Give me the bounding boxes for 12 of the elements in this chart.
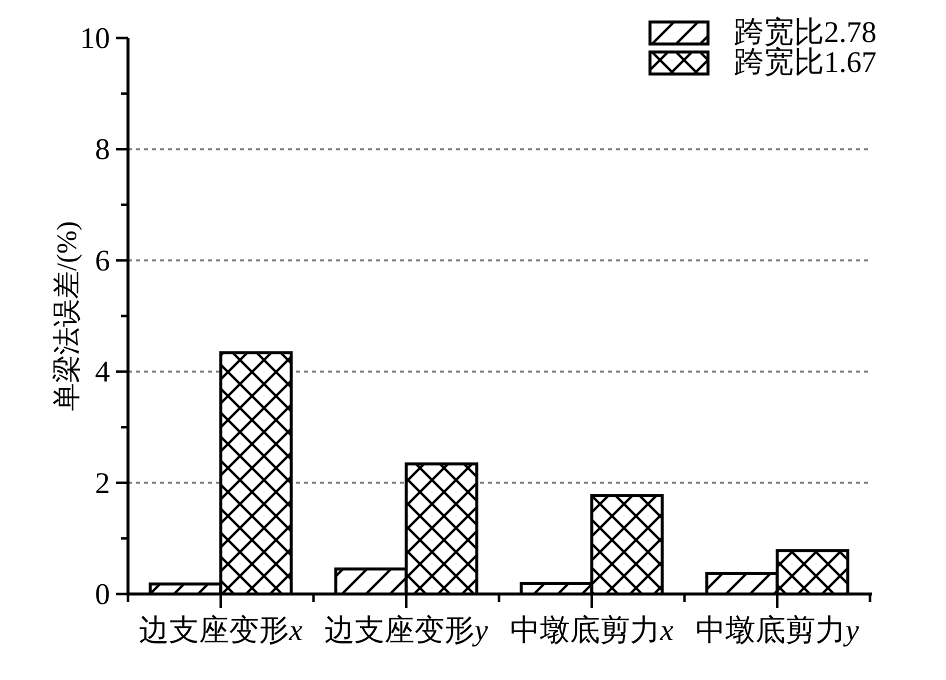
y-axis-title: 单梁法误差/(%) (52, 221, 83, 411)
x-tick-label: 中墩底剪力y (696, 614, 860, 647)
x-tick-label: 边支座变形y (324, 614, 489, 647)
x-tick-label: 中墩底剪力x (510, 614, 674, 647)
y-tick-label: 10 (80, 22, 110, 55)
y-tick-label: 6 (95, 244, 110, 278)
y-tick-label: 0 (95, 578, 110, 611)
y-tick-label: 8 (95, 133, 110, 166)
y-tick-label: 2 (95, 466, 110, 500)
legend-label: 跨宽比1.67 (734, 46, 876, 79)
x-tick-label: 边支座变形x (139, 614, 304, 647)
y-tick-label: 4 (95, 356, 110, 389)
